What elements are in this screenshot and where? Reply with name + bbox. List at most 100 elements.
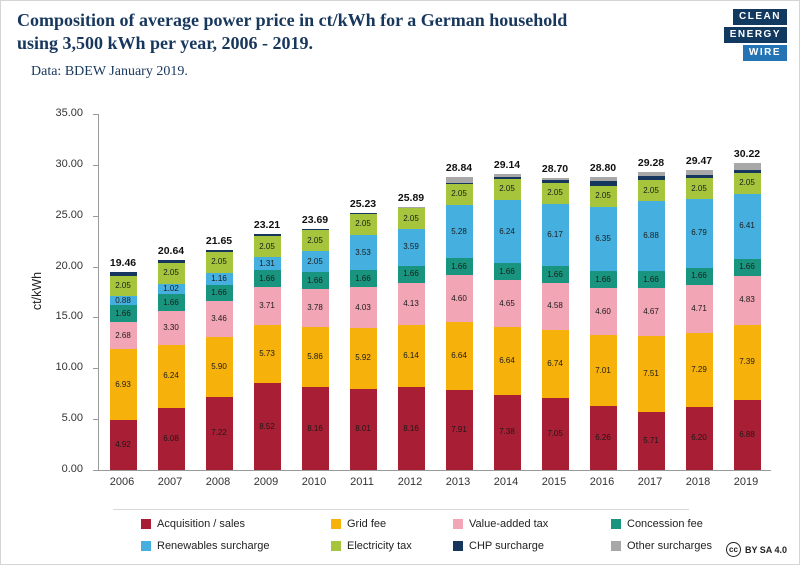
y-tick-label: 25.00 [55,208,83,221]
y-axis: 0.00 5.00 10.00 15.00 20.00 25.00 30.00 35.00 [1,107,98,475]
stacked-bar: 6.08 6.24 3.30 1.66 1.02 2.05 20.64 [157,245,185,470]
bar-segment: 4.65 [493,280,521,328]
bar-slot: 6.08 6.24 3.30 1.66 1.02 2.05 20.64 [147,114,195,470]
bar-total-label: 20.64 [157,245,185,258]
bar-slot: 8.16 5.86 3.78 1.66 2.05 2.05 23.69 [291,114,339,470]
x-tick-label: 2007 [157,476,183,488]
bar-segment [589,177,617,182]
bar-segment: 4.71 [685,284,713,333]
legend-swatch [453,541,463,551]
bar-segment: 1.66 [205,284,233,302]
bar-slot: 7.38 6.64 4.65 1.66 6.24 2.05 29.14 [483,114,531,470]
data-source-label: Data: BDEW January 2019. [31,64,188,79]
bar-segment: 1.66 [637,271,665,289]
bar-slot: 6.26 7.01 4.60 1.66 6.35 2.05 28.80 [579,114,627,470]
legend-swatch [611,541,621,551]
bar-segment: 6.88 [733,400,761,470]
legend-item: CHP surcharge [453,540,611,552]
y-tick-label: 20.00 [55,259,83,272]
bar-segment: 2.05 [733,172,761,194]
stacked-bar: 6.88 7.39 4.83 1.66 6.41 2.05 30.22 [733,148,761,470]
bar-segment: 2.05 [637,180,665,202]
bar-segment: 6.74 [541,329,569,399]
bar-segment: 8.16 [301,387,329,470]
bar-segment: 1.66 [253,270,281,288]
bar-segment: 6.41 [733,193,761,259]
x-tick-label: 2009 [253,476,279,488]
legend-label: Renewables surcharge [157,540,270,552]
bar-segment: 6.35 [589,206,617,272]
bar-segment: 2.05 [589,185,617,207]
bar-segment: 3.30 [157,311,185,345]
bar-segment [253,233,281,237]
bar-segment [445,176,473,183]
bar-segment: 2.05 [205,251,233,273]
y-tick-label: 15.00 [55,310,83,323]
bar-segment: 7.29 [685,332,713,407]
bar-slot: 5.71 7.51 4.67 1.66 6.88 2.05 29.28 [627,114,675,470]
bar-total-label: 29.14 [493,158,521,171]
page-title: Composition of average power price in ct… [17,10,568,54]
legend-item: Acquisition / sales [141,518,331,530]
bar-segment: 1.66 [445,258,473,276]
bar-segment: 7.22 [205,396,233,470]
legend-label: Value-added tax [469,518,549,530]
stacked-bar: 7.22 5.90 3.46 1.66 1.16 2.05 21.65 [205,235,233,470]
bar-segment: 4.92 [109,419,137,470]
logo-line-wire: WIRE [742,45,787,61]
bar-segment [493,173,521,178]
y-tick-mark [93,164,98,166]
bar-segment [733,170,761,173]
bar-segment: 7.91 [445,389,473,470]
legend-swatch [331,519,341,529]
bar-segment: 6.26 [589,406,617,470]
y-tick-mark [93,419,98,421]
bar-slot: 6.20 7.29 4.71 1.66 6.79 2.05 29.47 [675,114,723,470]
bar-segment: 6.93 [109,349,137,420]
bar-segment: 2.05 [301,230,329,252]
legend-item: Grid fee [331,518,453,530]
legend-label: Electricity tax [347,540,412,552]
bar-segment [157,260,185,264]
bar-segment: 7.05 [541,398,569,470]
x-tick-label: 2012 [397,476,423,488]
legend-label: Concession fee [627,518,703,530]
stacked-bar: 8.52 5.73 3.71 1.66 1.31 2.05 23.21 [253,219,281,470]
bar-segment: 7.38 [493,394,521,470]
bar-segment [109,272,137,276]
bar-slot: 8.52 5.73 3.71 1.66 1.31 2.05 23.21 [243,114,291,470]
bar-segment [733,162,761,170]
legend-divider [113,509,689,510]
bar-segment: 1.02 [157,283,185,295]
bar-segment: 1.66 [301,272,329,289]
x-tick-label: 2019 [733,476,759,488]
bar-segment: 7.39 [733,324,761,401]
bar-segment: 6.64 [493,327,521,395]
bar-segment [445,182,473,184]
bar-total-label: 29.28 [637,157,665,170]
x-tick-label: 2014 [493,476,519,488]
x-tick-label: 2008 [205,476,231,488]
bar-segment: 3.59 [397,229,425,266]
plot-area: 4.92 6.93 2.68 1.66 0.88 2.05 19.46 6.08 6.24 3.3… [98,114,771,471]
bar-total-label: 28.70 [541,163,569,176]
bar-segment: 7.51 [637,335,665,412]
stacked-bar: 8.01 5.92 4.03 1.66 3.53 2.05 25.23 [349,198,377,470]
legend-swatch [141,519,151,529]
y-tick-label: 30.00 [55,157,83,170]
legend-label: CHP surcharge [469,540,544,552]
y-tick-label: 5.00 [61,412,83,425]
bar-segment: 8.16 [397,387,425,470]
bar-total-label: 28.80 [589,162,617,175]
stacked-bar: 7.91 6.64 4.60 1.66 5.28 2.05 28.84 [445,162,473,470]
stacked-bar: 5.71 7.51 4.67 1.66 6.88 2.05 29.28 [637,157,665,470]
bar-total-label: 30.22 [733,147,761,160]
bar-segment: 6.64 [445,322,473,390]
bar-segment: 6.14 [397,324,425,388]
bar-segment: 1.31 [253,257,281,271]
bar-segment: 4.13 [397,282,425,325]
bar-segment: 2.05 [301,251,329,273]
y-tick-label: 0.00 [61,463,83,475]
bar-segment: 2.05 [349,213,377,235]
stacked-bar: 7.05 6.74 4.58 1.66 6.17 2.05 28.70 [541,163,569,470]
